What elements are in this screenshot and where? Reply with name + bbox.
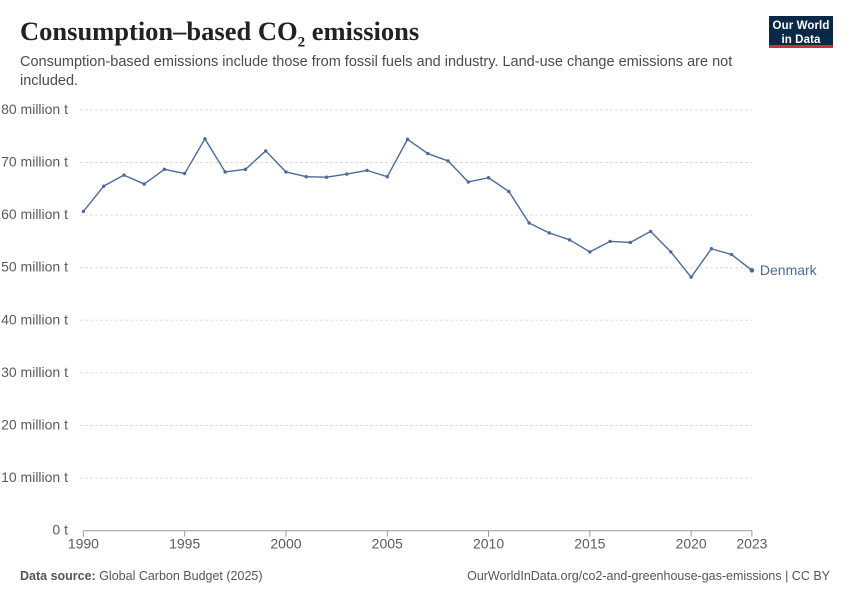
- svg-text:70 million t: 70 million t: [1, 154, 68, 170]
- svg-text:0 t: 0 t: [52, 522, 68, 538]
- svg-text:20 million t: 20 million t: [1, 417, 68, 433]
- svg-text:40 million t: 40 million t: [1, 311, 68, 327]
- svg-text:1995: 1995: [169, 536, 200, 552]
- svg-text:10 million t: 10 million t: [1, 469, 68, 485]
- svg-text:30 million t: 30 million t: [1, 364, 68, 380]
- svg-text:2005: 2005: [372, 536, 403, 552]
- svg-text:2023: 2023: [736, 536, 767, 552]
- svg-text:2020: 2020: [676, 536, 707, 552]
- svg-text:Denmark: Denmark: [760, 262, 818, 278]
- svg-text:2000: 2000: [270, 536, 301, 552]
- svg-text:1990: 1990: [68, 536, 99, 552]
- svg-text:60 million t: 60 million t: [1, 206, 68, 222]
- svg-text:2015: 2015: [574, 536, 605, 552]
- svg-text:80 million t: 80 million t: [1, 101, 68, 117]
- svg-text:50 million t: 50 million t: [1, 259, 68, 275]
- svg-text:2010: 2010: [473, 536, 504, 552]
